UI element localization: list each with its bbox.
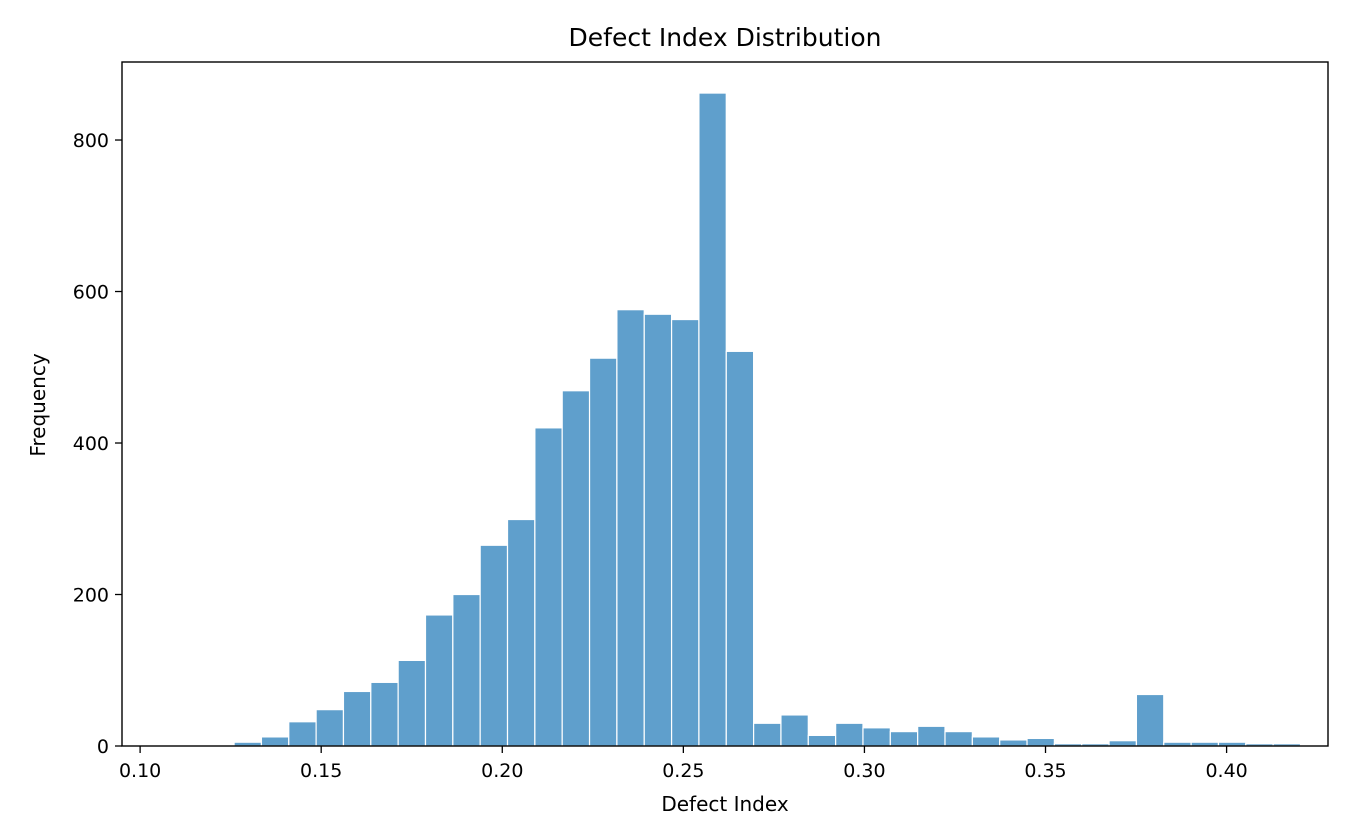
histogram-bar — [1026, 737, 1055, 747]
histogram-bar — [670, 318, 700, 747]
x-tick-label: 0.25 — [662, 760, 704, 782]
histogram-bar — [1135, 693, 1165, 747]
y-tick-label: 0 — [97, 736, 109, 758]
histogram-bar — [971, 736, 1001, 747]
histogram-bar — [807, 734, 837, 747]
histogram-bar — [397, 659, 427, 747]
y-tick-label: 400 — [73, 433, 109, 455]
histogram-bar — [452, 593, 481, 747]
chart-title: Defect Index Distribution — [569, 23, 882, 52]
histogram-bar — [616, 309, 645, 747]
histogram-bar — [534, 427, 563, 747]
x-tick-label: 0.20 — [481, 760, 523, 782]
histogram-bar — [835, 722, 864, 747]
histogram-bar — [561, 390, 591, 747]
x-ticks: 0.10 0.15 0.20 0.25 0.30 0.35 0.40 — [119, 746, 1248, 782]
y-tick-label: 600 — [73, 282, 109, 304]
histogram-bar — [780, 714, 809, 747]
histogram-bar — [342, 690, 372, 747]
x-tick-label: 0.35 — [1024, 760, 1066, 782]
histogram-bar — [862, 727, 891, 747]
x-tick-label: 0.10 — [119, 760, 161, 782]
histogram-bar — [315, 709, 345, 747]
histogram-bar — [999, 739, 1028, 747]
y-axis-label: Frequency — [26, 353, 50, 456]
histogram-bar — [424, 614, 454, 747]
histogram-bar — [370, 681, 399, 747]
histogram-bar — [917, 725, 946, 747]
y-tick-label: 800 — [73, 130, 109, 152]
histogram-bar — [506, 518, 536, 747]
bars-group — [151, 92, 1302, 747]
y-ticks: 0 200 400 600 800 — [73, 130, 122, 758]
histogram-bar — [753, 722, 782, 747]
x-axis-label: Defect Index — [661, 792, 788, 816]
histogram-bar — [1108, 740, 1138, 747]
x-tick-label: 0.30 — [843, 760, 885, 782]
histogram-bar — [698, 92, 727, 747]
histogram-bar — [288, 721, 317, 747]
plot-frame — [121, 61, 1329, 747]
histogram-bar — [889, 731, 919, 747]
histogram-bar — [944, 731, 973, 747]
histogram-bar — [588, 357, 618, 747]
histogram-bar — [643, 313, 673, 747]
y-tick-label: 200 — [73, 585, 109, 607]
x-tick-label: 0.40 — [1205, 760, 1247, 782]
histogram-bar — [260, 736, 290, 747]
histogram-bar — [725, 350, 755, 747]
histogram-bar — [479, 544, 509, 747]
x-tick-label: 0.15 — [300, 760, 342, 782]
